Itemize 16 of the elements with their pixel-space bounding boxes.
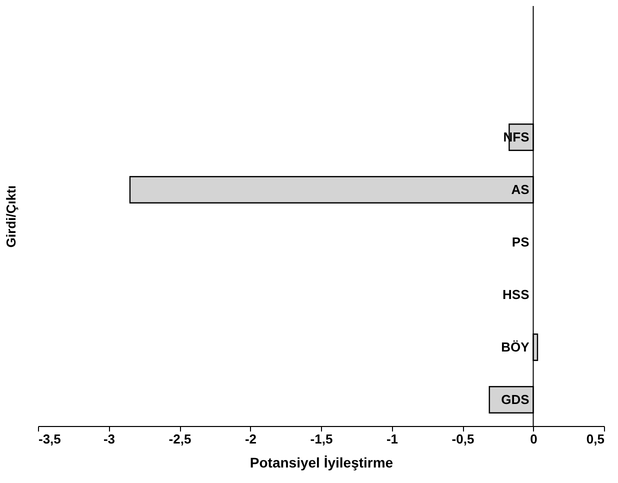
x-tick-label: -0,5 <box>452 432 474 446</box>
y-axis-title: Girdi/Çıktı <box>4 185 18 248</box>
y-tick-label: HSS <box>502 286 530 302</box>
y-tick-label: GDS <box>501 392 530 407</box>
y-tick-label: AS <box>511 182 530 197</box>
x-tick-label: 0 <box>530 432 538 446</box>
x-tick-label: -1,5 <box>310 432 333 446</box>
x-axis-title: Potansiyel İyileştirme <box>250 454 394 470</box>
x-tick-label: 0,5 <box>586 432 604 446</box>
y-tick-label: PS <box>512 234 530 250</box>
x-tick-label: -2 <box>244 432 257 446</box>
x-tick-label: -2,5 <box>168 432 192 446</box>
x-tick-label: -3 <box>103 432 116 446</box>
x-tick-label: -3,5 <box>38 432 61 446</box>
y-tick-label: BÖY <box>501 339 530 354</box>
x-tick-label: -1 <box>386 432 398 446</box>
